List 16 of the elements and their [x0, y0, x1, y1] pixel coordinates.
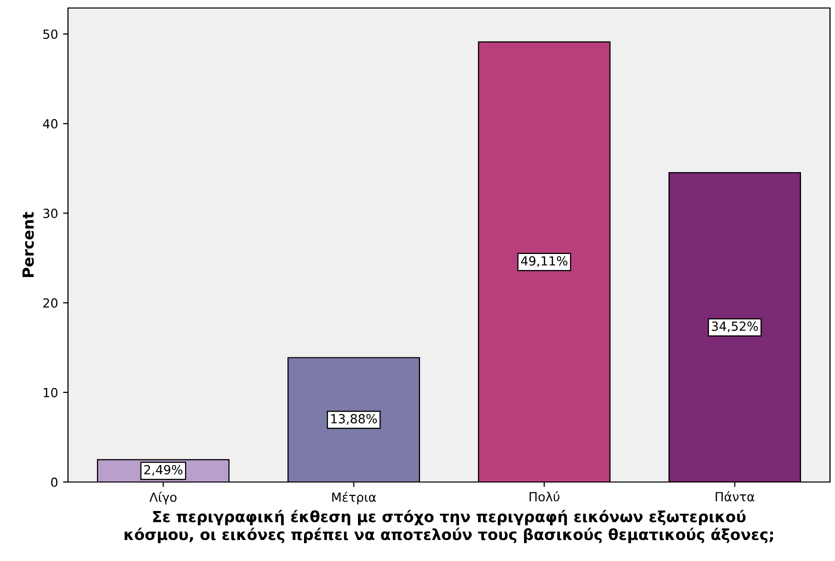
y-tick-label: 0: [51, 477, 58, 487]
data-label: 34,52%: [712, 322, 758, 332]
y-tick-label: 30: [43, 208, 58, 218]
x-axis-title: Σε περιγραφική έκθεση με στόχο την περιγραφή εικόνων εξωτερικού κόσμου, οι εικόνες πρέπει να αποτελούν τους βασικούς θεματικούς άξονες;: [124, 510, 773, 544]
data-label: 13,88%: [331, 414, 377, 425]
x-tick-label: Πολύ: [530, 491, 560, 502]
x-tick-label: Πάντα: [716, 491, 754, 502]
data-label: 49,11%: [521, 256, 568, 267]
x-tick-label: Μέτρια: [332, 492, 376, 504]
x-tick-label: Λίγο: [149, 492, 176, 504]
y-tick-label: 20: [43, 298, 58, 308]
data-label: 2,49%: [144, 465, 182, 476]
y-tick-label: 10: [44, 388, 58, 398]
y-axis-title: Percent: [22, 212, 34, 277]
y-tick-label: 50: [43, 29, 58, 39]
y-tick-label: 40: [42, 119, 58, 129]
